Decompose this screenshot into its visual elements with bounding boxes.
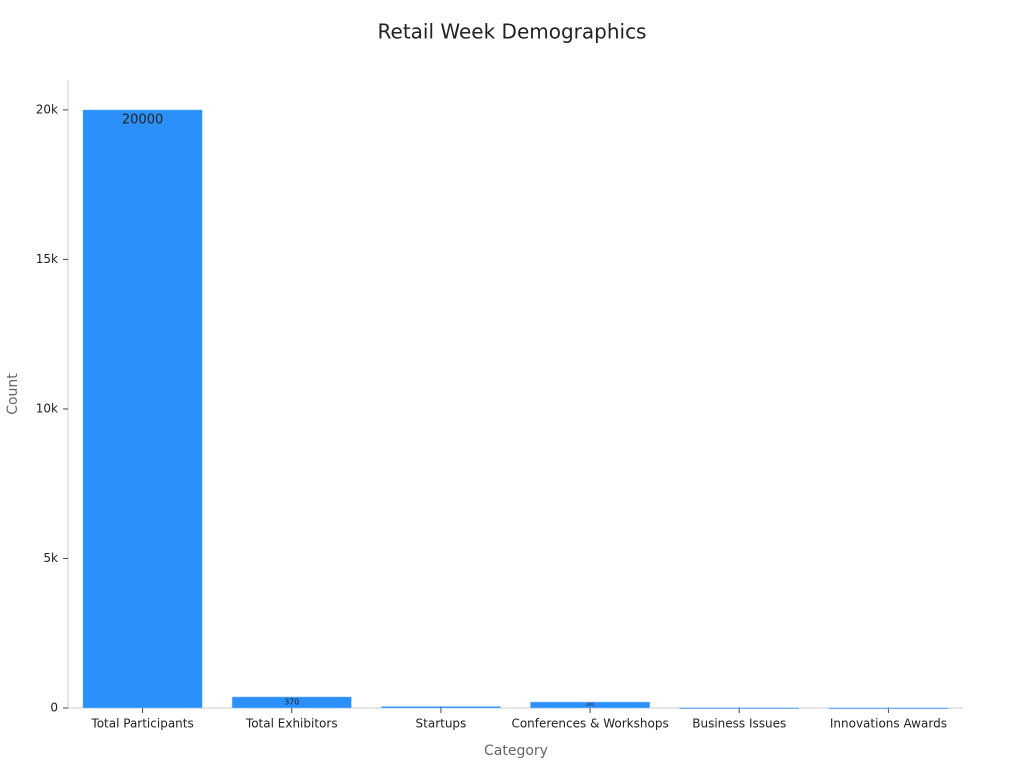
x-tick-label: Startups: [416, 717, 467, 731]
y-tick-label: 10k: [36, 401, 58, 415]
value-label: 200: [586, 702, 594, 707]
x-tick-label: Total Participants: [90, 717, 193, 731]
chart-title: Retail Week Demographics: [378, 20, 647, 44]
x-tick-label: Total Exhibitors: [245, 717, 338, 731]
y-tick-label: 15k: [36, 252, 58, 266]
value-label: 20000: [122, 112, 163, 127]
bar: [82, 109, 203, 709]
value-label: 10: [738, 707, 740, 709]
bar: [381, 706, 501, 709]
value-label: 370: [284, 697, 299, 706]
value-label: 5: [888, 707, 889, 709]
x-tick-label: Conferences & Workshops: [511, 717, 668, 731]
value-label: 50: [440, 707, 442, 709]
bar: [231, 696, 352, 709]
x-tick-label: Innovations Awards: [830, 717, 947, 731]
y-tick-label: 0: [50, 701, 58, 715]
x-axis-title: Category: [484, 743, 548, 759]
bar: [828, 707, 949, 710]
bar: [530, 701, 651, 709]
y-axis-title: Count: [5, 373, 21, 415]
y-tick-label: 20k: [36, 102, 58, 116]
y-tick-label: 5k: [43, 551, 58, 565]
bar: [679, 707, 800, 709]
x-tick-label: Business Issues: [692, 717, 786, 731]
